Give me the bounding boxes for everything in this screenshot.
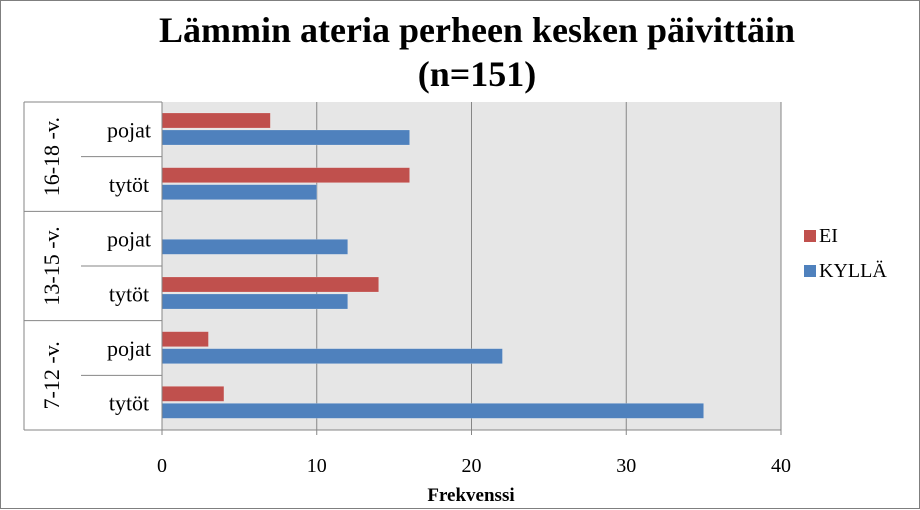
group-label: 16-18 -v.: [39, 117, 64, 196]
bar-kyllä-tytöt: [161, 184, 317, 200]
x-axis-label: Frekvenssi: [427, 485, 514, 506]
chart-title: Lämmin ateria perheen kesken päivittäin: [159, 10, 795, 50]
group-label: 13-15 -v.: [39, 226, 64, 305]
category-label-tytöt: tytöt: [109, 391, 149, 416]
category-label-pojat: pojat: [107, 336, 151, 361]
category-label-pojat: pojat: [107, 117, 151, 142]
x-tick-label: 0: [157, 455, 167, 477]
bar-kyllä-pojat: [161, 129, 410, 146]
legend-swatch-kyllä: [804, 265, 816, 277]
bar-kyllä-tytöt: [161, 293, 348, 310]
bar-ei-tytöt: [161, 386, 225, 402]
category-label-pojat: pojat: [107, 227, 151, 252]
category-label-tytöt: tytöt: [109, 172, 149, 197]
legend-label-kyllä: KYLLÄ: [819, 259, 887, 282]
bar-ei-tytöt: [161, 167, 410, 183]
legend-swatch-ei: [804, 230, 816, 242]
group-label: 7-12 -v.: [39, 341, 64, 409]
bar-ei-pojat: [161, 112, 271, 129]
legend: EI KYLLÄ: [804, 225, 887, 282]
x-tick-label: 30: [616, 455, 636, 477]
x-tick-label: 40: [771, 455, 791, 477]
x-tick-label: 10: [307, 455, 327, 477]
chart-subtitle: (n=151): [418, 54, 537, 94]
bar-kyllä-tytöt: [161, 403, 704, 419]
bar-kyllä-pojat: [161, 348, 503, 364]
bar-kyllä-pojat: [161, 239, 348, 255]
legend-label-ei: EI: [819, 225, 838, 247]
bar-ei-pojat: [161, 331, 209, 347]
bar-ei-tytöt: [161, 276, 379, 293]
category-label-tytöt: tytöt: [109, 281, 149, 306]
x-tick-label: 20: [462, 455, 482, 477]
plot-area: 0 10 20 30 40 pojat tytöt pojat tytöt pojat tytöt 1…: [23, 101, 791, 477]
